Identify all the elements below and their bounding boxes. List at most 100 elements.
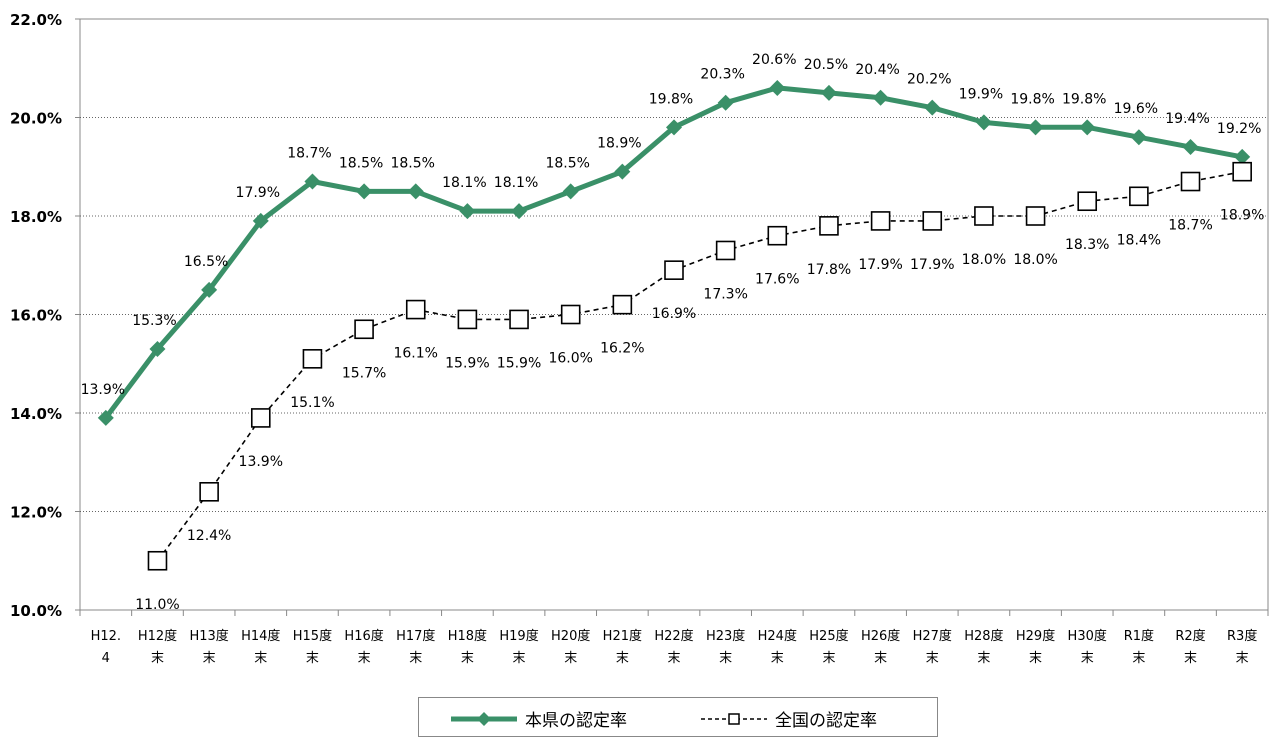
x-tick-label: 末 bbox=[1081, 651, 1094, 666]
data-point-prefecture bbox=[717, 94, 734, 111]
data-point-national bbox=[250, 408, 271, 428]
data-point-prefecture bbox=[1234, 148, 1251, 165]
data-point-prefecture bbox=[356, 183, 373, 200]
data-point-prefecture bbox=[1182, 139, 1199, 156]
legend: 本県の認定率 全国の認定率 bbox=[418, 697, 938, 737]
data-point-national bbox=[1180, 171, 1201, 192]
data-point-national bbox=[870, 211, 891, 231]
x-tick-label: H17度 bbox=[396, 628, 435, 644]
x-tick-label: H23度 bbox=[706, 628, 745, 644]
legend-diamond-line-icon bbox=[451, 711, 517, 726]
x-tick-label: 末 bbox=[306, 651, 319, 666]
x-tick-label: H13度 bbox=[189, 628, 228, 644]
y-tick-label: 16.0% bbox=[10, 307, 62, 325]
x-tick-label: H14度 bbox=[241, 628, 280, 644]
x-tick-label: R2度 bbox=[1175, 628, 1205, 644]
data-label-national: 11.0% bbox=[135, 597, 179, 613]
data-label-prefecture: 18.5% bbox=[339, 155, 383, 171]
x-tick-label: H28度 bbox=[964, 628, 1003, 644]
x-tick-label: H19度 bbox=[499, 628, 538, 644]
x-tick-label: 末 bbox=[977, 651, 990, 666]
data-point-prefecture bbox=[666, 119, 682, 136]
x-tick-label: 末 bbox=[719, 651, 732, 666]
series-line-national bbox=[156, 170, 1243, 562]
data-label-prefecture: 16.5% bbox=[184, 254, 228, 270]
data-point-prefecture bbox=[872, 89, 889, 106]
data-point-prefecture bbox=[97, 409, 114, 426]
x-tick-label: 末 bbox=[409, 651, 422, 666]
x-tick-label: 末 bbox=[1184, 651, 1197, 666]
legend-item-national: 全国の認定率 bbox=[699, 706, 877, 731]
data-label-prefecture: 20.4% bbox=[855, 62, 899, 78]
y-tick-label: 14.0% bbox=[10, 405, 62, 423]
data-point-national bbox=[199, 481, 219, 502]
data-point-prefecture bbox=[459, 203, 476, 220]
data-point-prefecture bbox=[201, 281, 218, 298]
x-tick-label: 末 bbox=[461, 651, 474, 666]
data-label-national: 17.9% bbox=[910, 257, 954, 273]
data-point-prefecture bbox=[1027, 119, 1044, 136]
data-label-prefecture: 19.8% bbox=[649, 91, 693, 107]
x-tick-label: 末 bbox=[667, 651, 680, 666]
x-tick-label: H15度 bbox=[293, 628, 332, 644]
data-label-prefecture: 20.5% bbox=[804, 57, 848, 73]
data-point-national bbox=[1077, 191, 1098, 212]
line-chart: 10.0% 12.0% 14.0% 16.0% 18.0% 20.0% 22.0% H12.… bbox=[10, 11, 1269, 666]
x-tick-label: 末 bbox=[564, 651, 577, 666]
data-point-national bbox=[405, 299, 426, 320]
y-tick-label: 20.0% bbox=[10, 110, 62, 128]
data-point-prefecture bbox=[511, 203, 528, 220]
series-group bbox=[97, 79, 1252, 571]
x-tick-label: H16度 bbox=[344, 628, 383, 644]
legend-label-national: 全国の認定率 bbox=[775, 711, 877, 731]
data-point-national bbox=[147, 550, 168, 571]
data-label-prefecture: 18.5% bbox=[390, 155, 434, 171]
y-tick-label: 12.0% bbox=[10, 504, 62, 522]
data-label-prefecture: 18.1% bbox=[442, 175, 486, 191]
data-point-prefecture bbox=[304, 173, 321, 190]
x-tick-label: H25度 bbox=[809, 628, 848, 644]
x-tick-label: 末 bbox=[358, 651, 371, 666]
data-label-national: 18.4% bbox=[1117, 232, 1161, 248]
data-point-national bbox=[664, 260, 684, 280]
x-tick-label: 末 bbox=[822, 651, 835, 666]
x-tick-label: H18度 bbox=[448, 628, 487, 644]
data-label-prefecture: 18.7% bbox=[287, 146, 331, 162]
data-label-prefecture: 17.9% bbox=[236, 185, 280, 201]
data-point-national bbox=[509, 309, 529, 330]
data-label-national: 13.9% bbox=[239, 454, 283, 470]
data-label-prefecture: 18.1% bbox=[494, 175, 538, 191]
data-point-prefecture bbox=[769, 79, 786, 96]
data-point-national bbox=[457, 309, 478, 330]
data-label-prefecture: 13.9% bbox=[81, 382, 125, 398]
data-label-prefecture: 20.6% bbox=[752, 52, 796, 68]
data-label-national: 16.2% bbox=[600, 341, 644, 357]
x-tick-label: 末 bbox=[203, 651, 216, 666]
legend-item-prefecture: 本県の認定率 bbox=[449, 706, 627, 731]
x-tick-label: 末 bbox=[1236, 651, 1249, 666]
x-tick-label: H26度 bbox=[861, 628, 900, 644]
data-label-prefecture: 15.3% bbox=[132, 313, 176, 329]
data-label-prefecture: 19.8% bbox=[1010, 91, 1054, 107]
x-tick-label: 4 bbox=[102, 651, 110, 666]
x-tick-label: 末 bbox=[513, 651, 526, 666]
data-point-prefecture bbox=[614, 163, 631, 180]
grid-lines bbox=[79, 18, 1269, 611]
data-label-national: 16.9% bbox=[652, 306, 696, 322]
data-label-national: 17.9% bbox=[858, 257, 902, 273]
x-tick-label: 末 bbox=[926, 651, 939, 666]
data-point-prefecture bbox=[1130, 129, 1147, 146]
x-tick-label: H21度 bbox=[603, 628, 642, 644]
data-point-national bbox=[715, 240, 736, 261]
data-point-national bbox=[560, 304, 581, 325]
x-tick-label: H27度 bbox=[913, 628, 952, 644]
data-label-national: 18.0% bbox=[962, 252, 1006, 268]
data-point-prefecture bbox=[407, 183, 424, 200]
data-label-national: 17.3% bbox=[703, 286, 747, 302]
data-point-national bbox=[767, 225, 788, 246]
data-label-national: 16.0% bbox=[548, 351, 592, 367]
data-label-national: 12.4% bbox=[187, 528, 231, 544]
data-label-national: 18.7% bbox=[1168, 218, 1212, 234]
data-point-national bbox=[922, 211, 943, 231]
